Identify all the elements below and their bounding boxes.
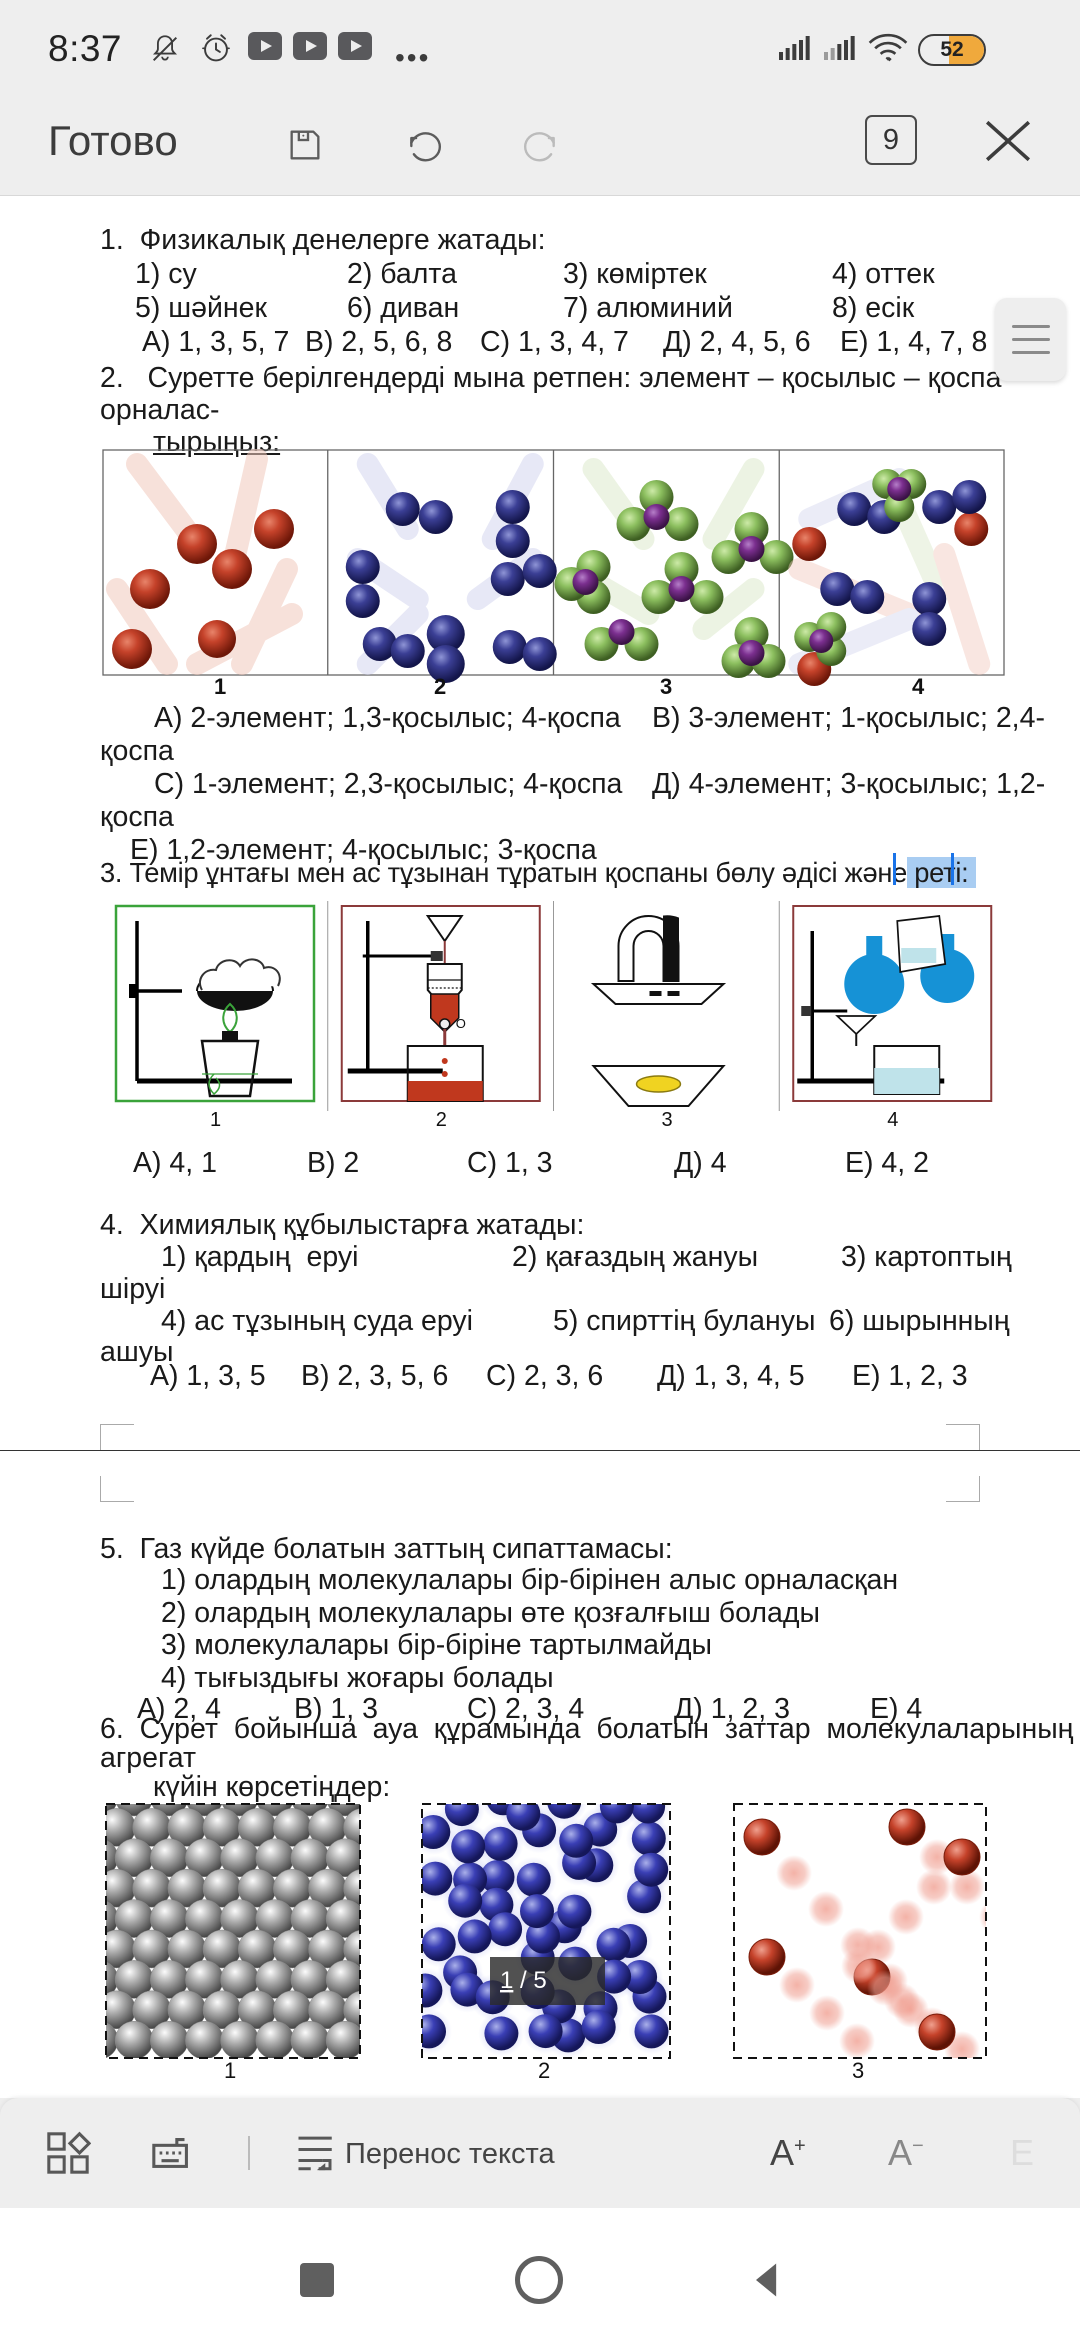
svg-text:2: 2: [434, 674, 446, 699]
svg-text:1: 1: [224, 2058, 236, 2082]
svg-text:2: 2: [538, 2058, 550, 2082]
svg-text:3: 3: [660, 674, 672, 699]
svg-text:1: 1: [214, 674, 226, 699]
svg-text:4: 4: [887, 1109, 898, 1131]
svg-text:3: 3: [662, 1109, 673, 1131]
svg-text:O: O: [456, 1016, 466, 1031]
svg-text:4: 4: [912, 674, 925, 699]
svg-text:1 / 5: 1 / 5: [500, 1967, 547, 1994]
svg-text:2: 2: [436, 1109, 447, 1131]
svg-text:1: 1: [210, 1109, 221, 1131]
svg-text:3: 3: [852, 2058, 864, 2082]
